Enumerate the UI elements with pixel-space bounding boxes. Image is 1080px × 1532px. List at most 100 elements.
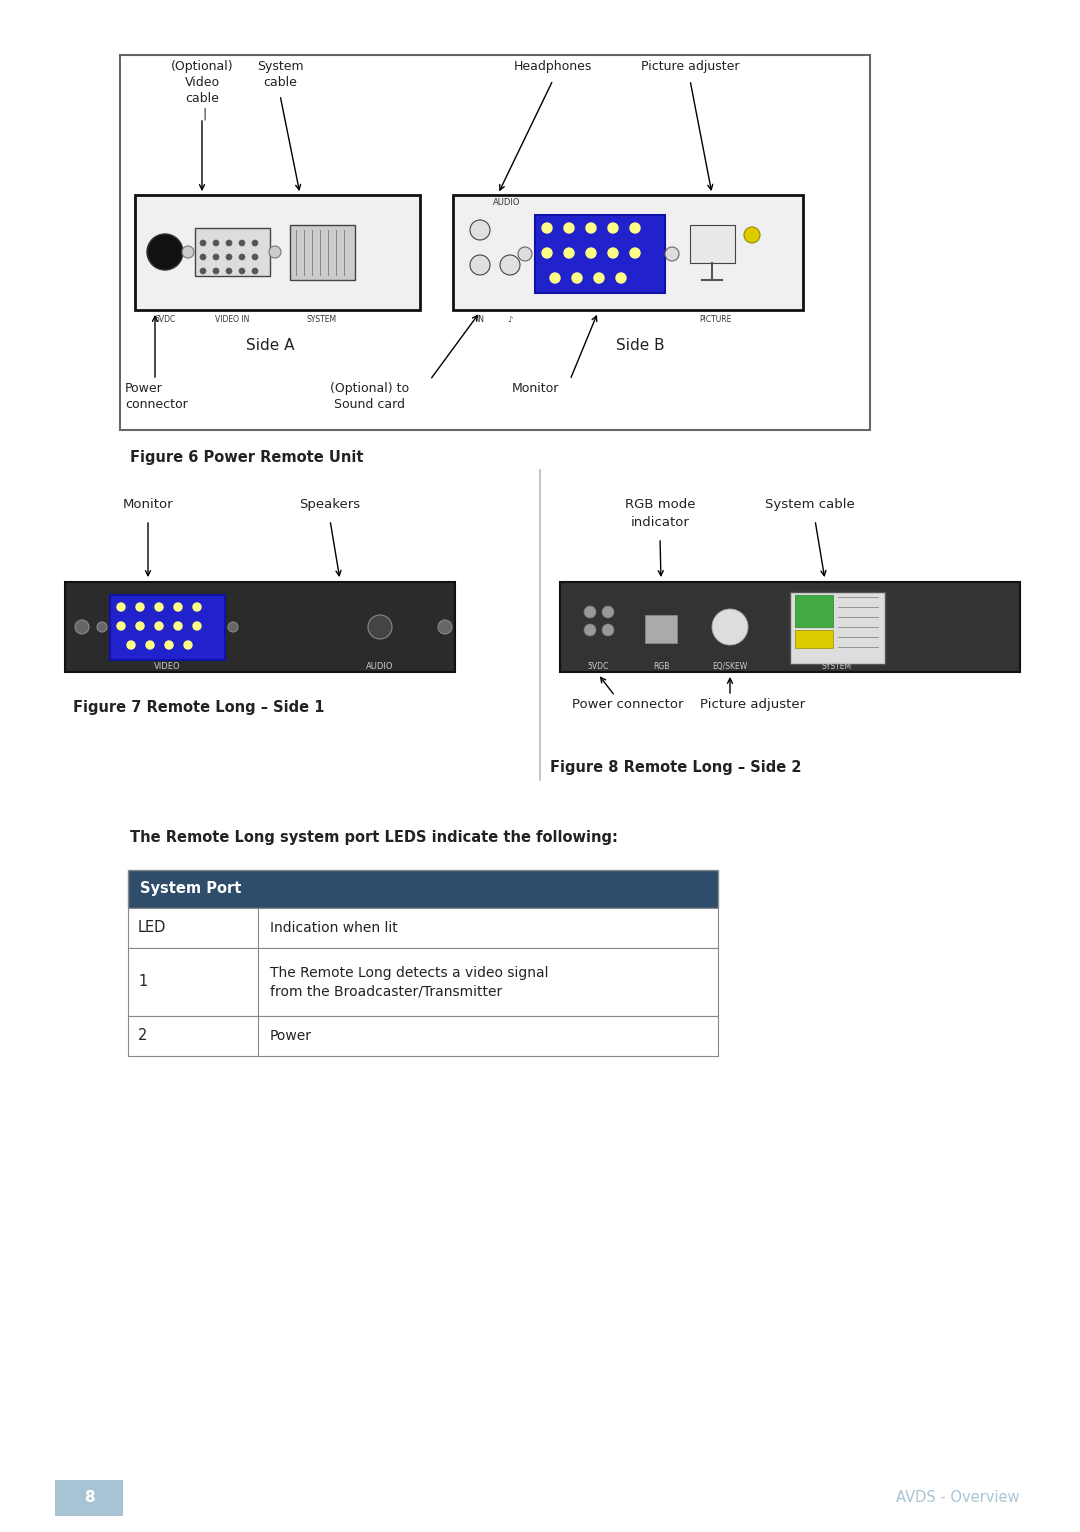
- Circle shape: [438, 620, 453, 634]
- Circle shape: [213, 241, 219, 247]
- Text: 5VDC: 5VDC: [588, 662, 609, 671]
- Bar: [129, 948, 718, 1016]
- Circle shape: [213, 254, 219, 260]
- Circle shape: [226, 241, 232, 247]
- Circle shape: [117, 622, 125, 630]
- Circle shape: [183, 247, 194, 257]
- Circle shape: [584, 607, 596, 617]
- Text: System Port: System Port: [140, 881, 241, 896]
- Text: 6VDC: 6VDC: [154, 316, 176, 323]
- Circle shape: [584, 624, 596, 636]
- Text: AUDIO: AUDIO: [366, 662, 394, 671]
- Bar: [795, 630, 833, 648]
- Text: cable: cable: [264, 77, 297, 89]
- Text: RGB: RGB: [652, 662, 670, 671]
- Circle shape: [165, 640, 173, 650]
- Text: EQ/SKEW: EQ/SKEW: [713, 662, 747, 671]
- Circle shape: [608, 224, 618, 233]
- Circle shape: [97, 622, 107, 633]
- Text: SYSTEM: SYSTEM: [307, 316, 337, 323]
- Circle shape: [665, 247, 679, 260]
- Text: System: System: [257, 60, 303, 74]
- Circle shape: [200, 268, 206, 274]
- Bar: [561, 582, 1020, 673]
- Text: 1: 1: [138, 974, 147, 990]
- Circle shape: [712, 610, 748, 645]
- Circle shape: [602, 607, 615, 617]
- Circle shape: [542, 224, 552, 233]
- Text: Side B: Side B: [616, 339, 664, 352]
- Text: AVDS - Overview: AVDS - Overview: [896, 1491, 1020, 1506]
- Circle shape: [239, 241, 245, 247]
- Bar: [795, 594, 833, 627]
- Circle shape: [572, 273, 582, 283]
- Circle shape: [252, 241, 258, 247]
- Text: System cable: System cable: [765, 498, 855, 512]
- Text: VIDEO: VIDEO: [153, 662, 180, 671]
- Text: ♪: ♪: [508, 316, 513, 323]
- Text: Side A: Side A: [246, 339, 294, 352]
- Text: Figure 8 Remote Long – Side 2: Figure 8 Remote Long – Side 2: [550, 760, 801, 775]
- Circle shape: [174, 604, 183, 611]
- Circle shape: [117, 604, 125, 611]
- Circle shape: [470, 254, 490, 276]
- Bar: [135, 195, 420, 309]
- Circle shape: [146, 640, 154, 650]
- Bar: [55, 1480, 123, 1517]
- Bar: [789, 591, 885, 663]
- Circle shape: [470, 221, 490, 241]
- Circle shape: [239, 254, 245, 260]
- Circle shape: [550, 273, 561, 283]
- Circle shape: [156, 604, 163, 611]
- Text: Figure 6 Power Remote Unit: Figure 6 Power Remote Unit: [130, 450, 364, 466]
- Bar: [129, 870, 718, 908]
- Circle shape: [200, 254, 206, 260]
- Text: Headphones: Headphones: [514, 60, 592, 74]
- Circle shape: [75, 620, 89, 634]
- Circle shape: [239, 268, 245, 274]
- Bar: [129, 1016, 718, 1056]
- Circle shape: [156, 622, 163, 630]
- Circle shape: [200, 241, 206, 247]
- Circle shape: [226, 268, 232, 274]
- Text: Picture adjuster: Picture adjuster: [640, 60, 739, 74]
- Circle shape: [184, 640, 192, 650]
- Circle shape: [586, 248, 596, 257]
- Text: Power: Power: [125, 381, 163, 395]
- Circle shape: [518, 247, 532, 260]
- Text: The Remote Long detects a video signal
from the Broadcaster/Transmitter: The Remote Long detects a video signal f…: [270, 965, 549, 999]
- Text: 8: 8: [83, 1491, 94, 1506]
- Bar: [291, 225, 355, 280]
- Text: Power: Power: [270, 1030, 312, 1043]
- Text: PICTURE: PICTURE: [699, 316, 731, 323]
- Circle shape: [744, 227, 760, 244]
- Text: Figure 7 Remote Long – Side 1: Figure 7 Remote Long – Side 1: [73, 700, 324, 715]
- Circle shape: [269, 247, 281, 257]
- Circle shape: [147, 234, 183, 270]
- Circle shape: [252, 268, 258, 274]
- Circle shape: [193, 604, 201, 611]
- Circle shape: [630, 248, 640, 257]
- Circle shape: [594, 273, 604, 283]
- Text: Picture adjuster: Picture adjuster: [700, 699, 805, 711]
- Circle shape: [602, 624, 615, 636]
- Circle shape: [608, 248, 618, 257]
- Text: Sound card: Sound card: [335, 398, 405, 411]
- Circle shape: [542, 248, 552, 257]
- Text: AUDIO: AUDIO: [494, 198, 521, 207]
- Text: (Optional) to: (Optional) to: [330, 381, 409, 395]
- Text: cable: cable: [185, 92, 219, 106]
- Bar: [110, 594, 225, 660]
- Circle shape: [500, 254, 519, 276]
- Bar: [195, 228, 270, 276]
- Circle shape: [252, 254, 258, 260]
- Text: Monitor: Monitor: [123, 498, 173, 512]
- Bar: [453, 195, 804, 309]
- Bar: [690, 225, 735, 264]
- Bar: [535, 214, 665, 293]
- Text: IN: IN: [476, 316, 484, 323]
- Bar: [120, 55, 870, 430]
- Circle shape: [226, 254, 232, 260]
- Circle shape: [136, 622, 144, 630]
- Text: VIDEO IN: VIDEO IN: [215, 316, 249, 323]
